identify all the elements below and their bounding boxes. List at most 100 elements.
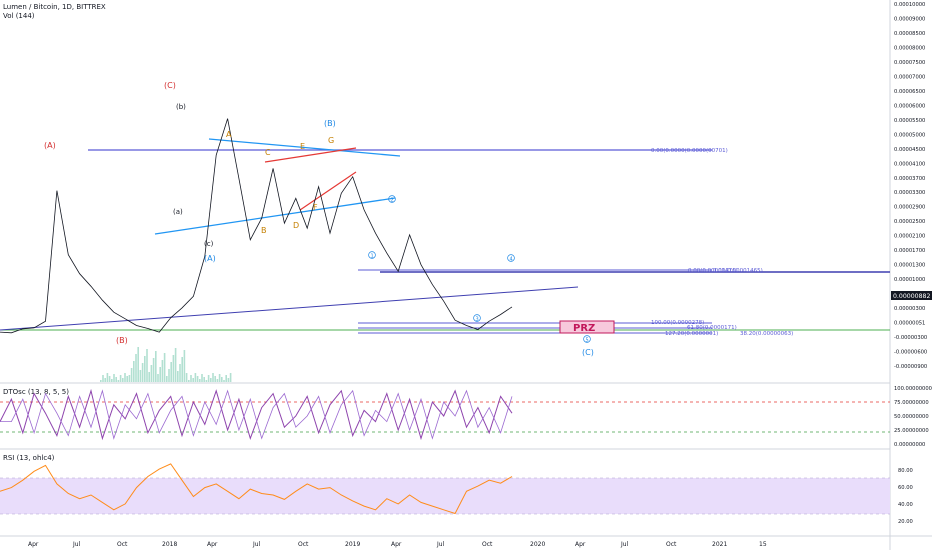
wave-label-F: F — [313, 203, 318, 212]
volume-bar — [111, 379, 113, 382]
volume-bar — [119, 375, 122, 382]
wave-label-c-small: (c) — [204, 240, 214, 248]
long-trendline — [0, 286, 579, 331]
volume-bar — [225, 375, 227, 382]
volume-bars — [100, 347, 232, 382]
last-price-tag — [891, 291, 932, 300]
volume-bar — [126, 376, 128, 382]
price-tick-label: 0.00008000 — [894, 45, 925, 51]
volume-bar — [203, 377, 205, 382]
price-tick-label: 0.00002500 — [894, 219, 925, 225]
price-series[interactable] — [0, 118, 513, 334]
price-axis[interactable]: 0.00010000 0.00009000 0.00008500 0.00008000… — [894, 2, 927, 370]
time-tick-label: 2020 — [530, 541, 545, 548]
volume-bar — [113, 374, 115, 382]
wave-label-a-red: (A) — [44, 141, 56, 150]
volume-bar — [214, 376, 216, 382]
volume-bar — [205, 380, 208, 382]
price-tick-label: 0.00005000 — [894, 132, 925, 138]
volume-bar — [179, 364, 181, 382]
dtosc-tick-label: 75.00000000 — [894, 400, 929, 406]
volume-bar — [141, 363, 144, 382]
time-axis[interactable]: Apr Jul Oct 2018 Apr Jul Oct 2019 Apr Jul Oct 2020 A… — [28, 541, 767, 548]
volume-bar — [102, 375, 104, 382]
wave-label-b-small: (b) — [176, 103, 186, 111]
triangle-upper-line — [208, 138, 401, 157]
price-tick-label: 0.00006000 — [894, 103, 925, 109]
price-tick-label: 0.00007500 — [894, 60, 925, 66]
volume-bar — [144, 356, 146, 382]
volume-bar — [227, 378, 230, 382]
volume-bar — [124, 373, 126, 382]
volume-bar — [133, 361, 135, 382]
prz-box[interactable] — [559, 320, 615, 334]
price-tick-label: 0.00007000 — [894, 74, 925, 80]
price-tick-label: 0.00004100 — [894, 161, 925, 167]
circled-label-5: 5 — [586, 338, 589, 344]
circled-label-4: 4 — [510, 257, 513, 263]
dtosc-tick-label: 50.00000000 — [894, 414, 929, 420]
volume-bar — [100, 380, 102, 382]
volume-bar — [199, 379, 201, 382]
fib-label-top: 0.00(0.0000(0.0000(00701) — [651, 148, 728, 154]
volume-bar — [210, 378, 212, 382]
fib-label-mid-right: 0.00(0.00001465) — [713, 268, 763, 274]
price-tick-label: 0.00008500 — [894, 31, 925, 37]
volume-label: Vol (144) — [3, 12, 35, 20]
volume-bar — [115, 377, 117, 382]
price-tick-label: 0.00002900 — [894, 205, 925, 211]
volume-bar — [192, 378, 194, 382]
triangle-lower-line — [154, 197, 396, 235]
volume-bar — [122, 378, 124, 382]
volume-bar — [172, 355, 175, 382]
time-tick-label: Jul — [72, 541, 81, 548]
volume-bar — [104, 378, 106, 382]
drawings[interactable] — [0, 138, 890, 334]
price-tick-label: 0.00003300 — [894, 190, 925, 196]
price-tick-label: 0.00009000 — [894, 16, 925, 22]
fib-label-100: 100.00(0.0000278) — [651, 320, 704, 326]
volume-bar — [168, 369, 170, 382]
dtosc-tick-label: 0.00000000 — [894, 442, 925, 448]
dtosc-tick-label: 25.00000000 — [894, 428, 929, 434]
price-tick-label: 0.00000300 — [894, 306, 925, 312]
time-tick-label: 2019 — [345, 541, 360, 548]
time-tick-label: Oct — [298, 541, 309, 548]
price-tick-label: 0.00002100 — [894, 234, 925, 240]
wave-label-c-red: (C) — [164, 81, 176, 90]
volume-bar — [135, 354, 137, 382]
time-tick-label: Oct — [666, 541, 677, 548]
fib-labels: 0.00(0.0000(0.0000(00701) 0.00(0.0000147… — [651, 148, 793, 337]
volume-bar — [148, 372, 150, 382]
dtosc-tick-label: 100.00000000 — [894, 386, 932, 392]
volume-bar — [163, 353, 166, 382]
volume-bar — [146, 349, 148, 382]
volume-bar — [170, 362, 172, 382]
price-tick-label: 0.00004500 — [894, 147, 925, 153]
volume-bar — [207, 375, 210, 382]
fib-label-382: 38.20(0.00000063) — [740, 331, 793, 337]
wave-label-b-blue: (B) — [324, 119, 336, 128]
volume-bar — [174, 348, 177, 382]
price-tick-label: 0.00001700 — [894, 248, 925, 254]
wave-label-D: D — [293, 221, 299, 230]
rsi-series[interactable] — [0, 463, 513, 515]
rsi-axis: 80.00 60.00 40.00 20.00 — [898, 468, 913, 525]
fib-label-618: 61.80(0.0000171) — [687, 325, 737, 331]
volume-bar — [218, 374, 221, 382]
dtosc-series[interactable] — [0, 388, 513, 441]
time-tick-label: Apr — [575, 541, 586, 548]
volume-bar — [106, 373, 109, 382]
volume-bar — [117, 380, 120, 382]
wave-labels: (A) (B) (C) (A) (B) (C) (a) (b) (c) A B … — [44, 81, 594, 357]
price-tick-label: -0.00000900 — [894, 364, 927, 370]
volume-bar — [194, 373, 197, 382]
volume-bar — [223, 380, 225, 382]
price-tick-label: 0.00010000 — [894, 2, 925, 8]
dtosc-signal-series[interactable] — [0, 389, 513, 440]
circled-label-2: 2 — [391, 198, 394, 204]
volume-bar — [108, 376, 111, 382]
time-tick-label: Apr — [28, 541, 39, 548]
prz-label: PRZ — [573, 323, 595, 334]
